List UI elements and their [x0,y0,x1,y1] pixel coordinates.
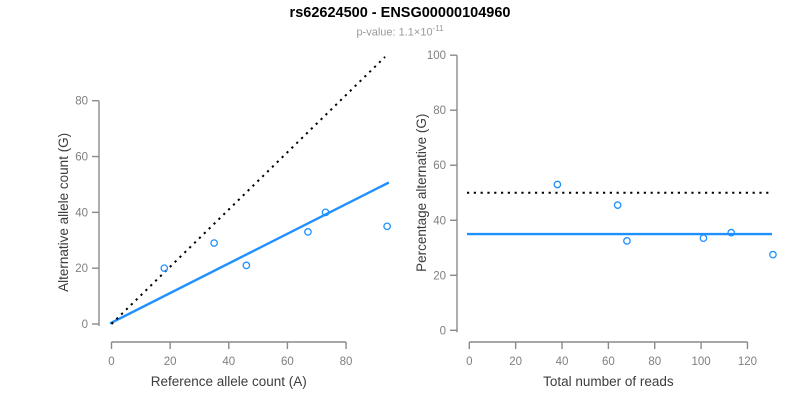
x-tick-label: 60 [281,356,294,368]
data-point [553,180,562,189]
data-point [727,228,736,237]
data-point [321,208,330,217]
x-tick-label: 80 [648,356,661,368]
y-tick-label: 40 [75,207,88,219]
y-tick-label: 100 [427,50,446,62]
x-axis-title: Reference allele count (A) [151,374,307,389]
y-tick-label: 20 [75,263,88,275]
y-tick-label: 0 [82,319,88,331]
data-point [210,239,218,247]
x-tick-label: 20 [509,356,522,368]
x-tick-label: 40 [222,356,235,368]
pvalue-text: p-value: 1.1×10 [356,26,433,39]
y-tick-label: 60 [433,160,446,172]
identity-line [110,56,386,325]
data-point [613,201,622,209]
y-tick-label: 80 [433,105,446,117]
y-tick-label: 20 [433,270,446,282]
plot-title: rs62624500 - ENSG00000104960 [289,5,511,21]
pvalue-exponent: -11 [432,24,444,33]
x-tick-label: 60 [602,356,615,368]
data-point [242,261,251,270]
right-panel: 0 20 40 60 80 100 0 20 40 60 80 100 120 Total number … [414,50,777,389]
data-point [160,264,169,273]
x-tick-label: 0 [466,356,472,368]
y-tick-label: 40 [433,215,446,227]
x-tick-label: 40 [556,356,569,368]
left-panel: 0 20 40 60 80 0 20 40 60 80 Reference allele count… [56,56,391,389]
data-point [304,228,312,236]
x-tick-label: 20 [164,356,177,368]
x-axis-title: Total number of reads [543,374,674,389]
x-tick-label: 0 [108,356,114,368]
y-axis-title: Alternative allele count (G) [56,133,71,292]
data-point [623,237,631,245]
x-tick-label: 120 [738,356,757,368]
pvalue-subtitle: p-value: 1.1×10-11 [0,24,800,39]
data-point [383,222,391,231]
data-point [769,250,777,259]
y-axis-title: Percentage alternative (G) [414,114,429,272]
y-tick-label: 60 [75,152,88,164]
data-point [699,234,708,242]
fit-line [109,181,390,325]
y-tick-label: 0 [440,325,446,337]
x-tick-label: 80 [340,356,353,368]
x-tick-label: 100 [692,356,711,368]
y-tick-label: 80 [75,96,88,108]
